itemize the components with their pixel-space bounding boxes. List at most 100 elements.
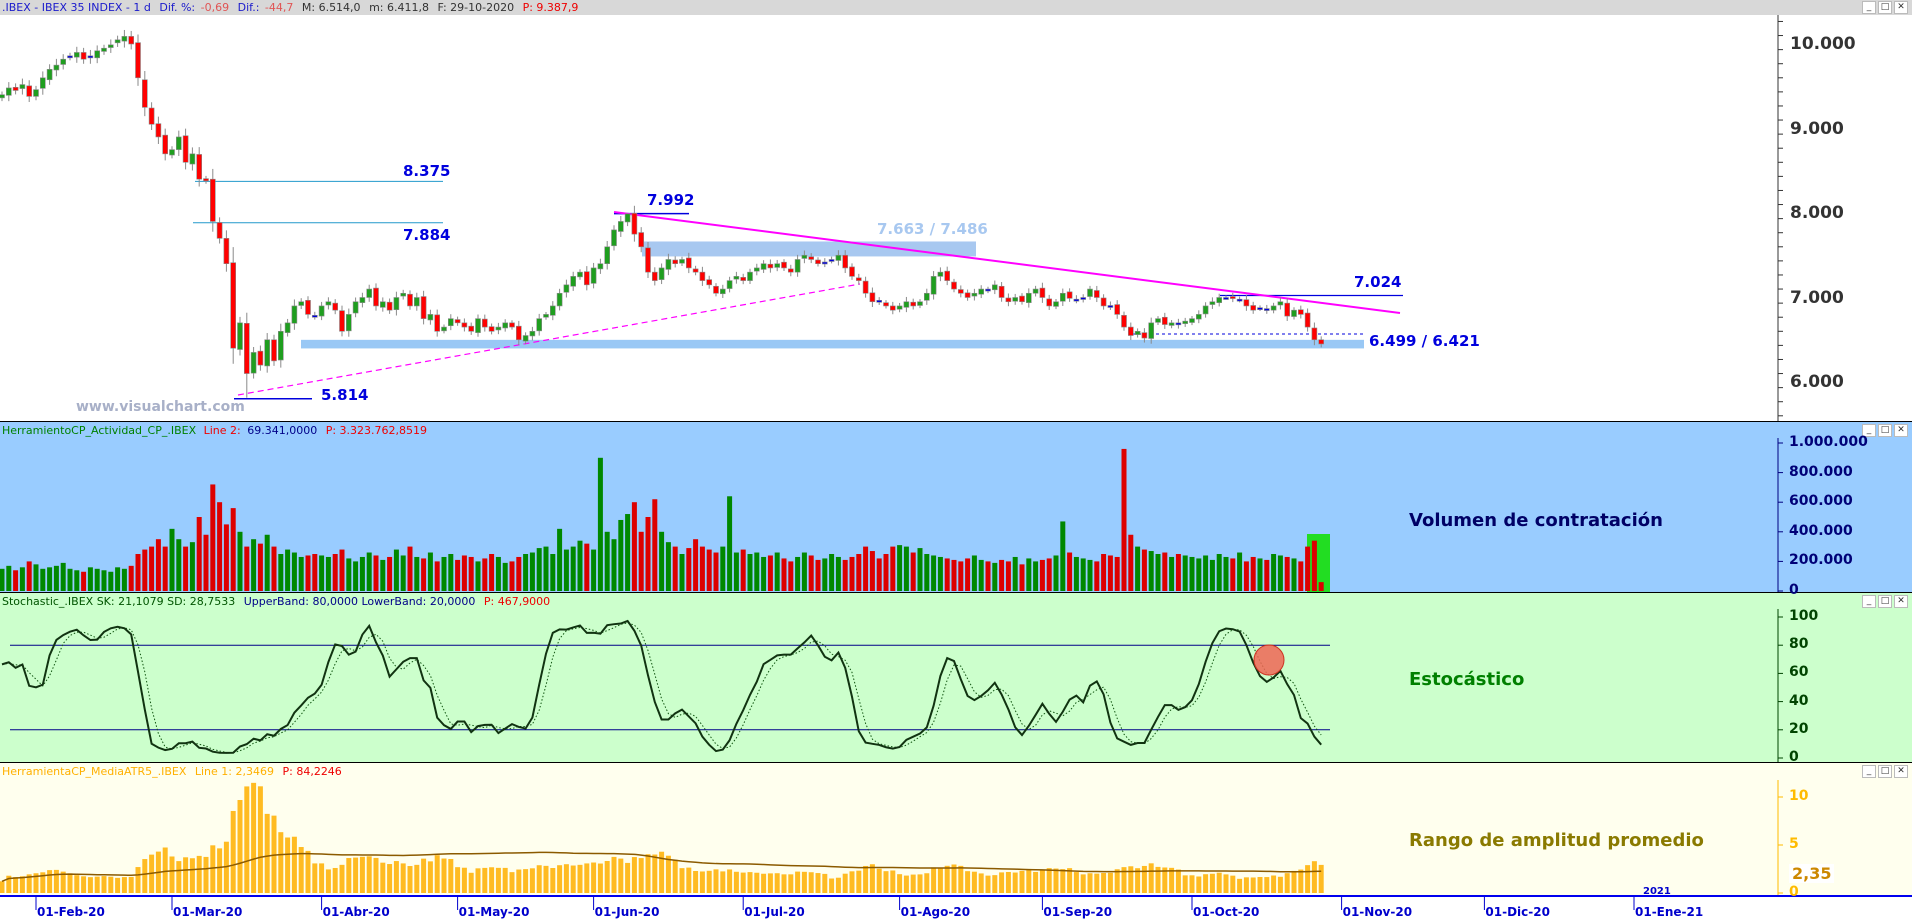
volume-bar <box>13 570 19 591</box>
candle <box>1284 302 1290 317</box>
candle <box>481 318 488 328</box>
dif-label: Dif.: <box>237 1 260 14</box>
volume-tick-label: 800.000 <box>1789 463 1853 480</box>
volume-bar <box>557 528 563 591</box>
candle <box>910 301 917 307</box>
candle <box>216 222 223 239</box>
atr-bar <box>400 863 406 893</box>
candle <box>1039 287 1046 298</box>
level-8375-label: 8.375 <box>403 162 451 180</box>
volume-bar <box>393 549 399 591</box>
volume-bar <box>1162 552 1168 591</box>
candle <box>1066 291 1073 299</box>
volume-bar <box>264 534 270 591</box>
candle <box>366 288 373 298</box>
atr-bar <box>1067 868 1073 893</box>
atr-bar <box>1107 872 1113 893</box>
atr-bar <box>244 786 250 893</box>
volume-bar <box>740 549 746 591</box>
atr-bar <box>924 873 930 893</box>
candle <box>407 293 413 307</box>
volume-bar <box>672 546 678 591</box>
candle <box>114 39 121 44</box>
candle <box>747 271 753 281</box>
volume-bar <box>183 546 189 591</box>
volume-indicator-name: HerramientoCP_Actividad_CP_.IBEX <box>2 424 197 437</box>
minimize-icon[interactable]: _ <box>1862 765 1876 778</box>
atr-tick-label: 10 <box>1789 788 1809 804</box>
volume-bar <box>767 555 773 591</box>
close-icon[interactable]: ✕ <box>1894 765 1908 778</box>
volume-bar <box>1033 561 1039 591</box>
minimize-icon[interactable]: _ <box>1862 595 1876 608</box>
atr-bar <box>19 876 25 893</box>
atr-bar <box>1237 878 1243 893</box>
volume-bar <box>910 552 916 591</box>
volume-bar <box>1189 556 1195 591</box>
volume-bar <box>944 558 950 591</box>
volume-bar <box>489 554 495 591</box>
atr-bar <box>706 870 712 893</box>
candle <box>1264 308 1270 311</box>
volume-bar <box>985 561 991 591</box>
candle <box>135 42 141 79</box>
atr-bar <box>523 869 529 893</box>
candle <box>305 300 311 315</box>
volume-bar <box>298 556 304 591</box>
candle <box>60 58 67 65</box>
atr-bar <box>978 873 984 893</box>
atr-bar <box>1148 863 1154 893</box>
candle <box>713 285 719 294</box>
candle <box>583 271 590 286</box>
candle <box>373 287 379 307</box>
candle <box>522 335 529 342</box>
maximize-icon[interactable]: □ <box>1878 765 1892 778</box>
minimize-icon[interactable]: _ <box>1862 1 1876 14</box>
atr-bar <box>597 863 603 893</box>
maximize-icon[interactable]: □ <box>1878 595 1892 608</box>
volume-bar <box>60 562 66 591</box>
maximize-icon[interactable]: □ <box>1878 424 1892 437</box>
volume-bar <box>516 556 522 591</box>
atr-indicator-name: HerramientaCP_MediaATR5_.IBEX <box>2 765 187 778</box>
atr-bar <box>60 871 66 893</box>
volume-bar <box>679 554 685 591</box>
price-tick-label: 10.000 <box>1790 34 1856 54</box>
stochastic-sk-line <box>1 619 1322 754</box>
maximize-icon[interactable]: □ <box>1878 1 1892 14</box>
atr-bar <box>767 873 773 893</box>
atr-bar <box>1046 868 1052 893</box>
candle <box>971 292 978 297</box>
volume-bar <box>808 555 814 591</box>
volume-bar <box>162 546 168 591</box>
atr-bar <box>937 868 943 893</box>
atr-bar <box>1250 877 1256 893</box>
volume-bar <box>203 534 209 591</box>
close-icon[interactable]: ✕ <box>1894 424 1908 437</box>
window-controls: _ □ ✕ <box>1862 1 1908 14</box>
volume-bar <box>897 545 903 591</box>
volume-highlight <box>1307 534 1330 592</box>
volume-bar <box>244 546 250 591</box>
candle <box>917 301 923 306</box>
candle <box>740 277 747 281</box>
volume-bar <box>903 546 909 591</box>
atr-bar <box>618 858 624 893</box>
candle <box>767 263 774 269</box>
volume-bar <box>1080 558 1086 591</box>
volume-bar <box>829 554 835 591</box>
candle <box>1236 298 1243 302</box>
atr-bar <box>1311 861 1317 893</box>
volume-bar <box>591 549 597 591</box>
volume-bar <box>917 548 923 591</box>
volume-bar <box>366 552 372 591</box>
date-tick-label: 01-Ago-20 <box>900 905 971 919</box>
close-icon[interactable]: ✕ <box>1894 595 1908 608</box>
close-icon[interactable]: ✕ <box>1894 1 1908 14</box>
candle <box>101 47 107 52</box>
candle <box>930 276 937 295</box>
atr-bar <box>135 867 141 893</box>
date-tick-label: 01-Abr-20 <box>322 905 390 919</box>
minimize-icon[interactable]: _ <box>1862 424 1876 437</box>
